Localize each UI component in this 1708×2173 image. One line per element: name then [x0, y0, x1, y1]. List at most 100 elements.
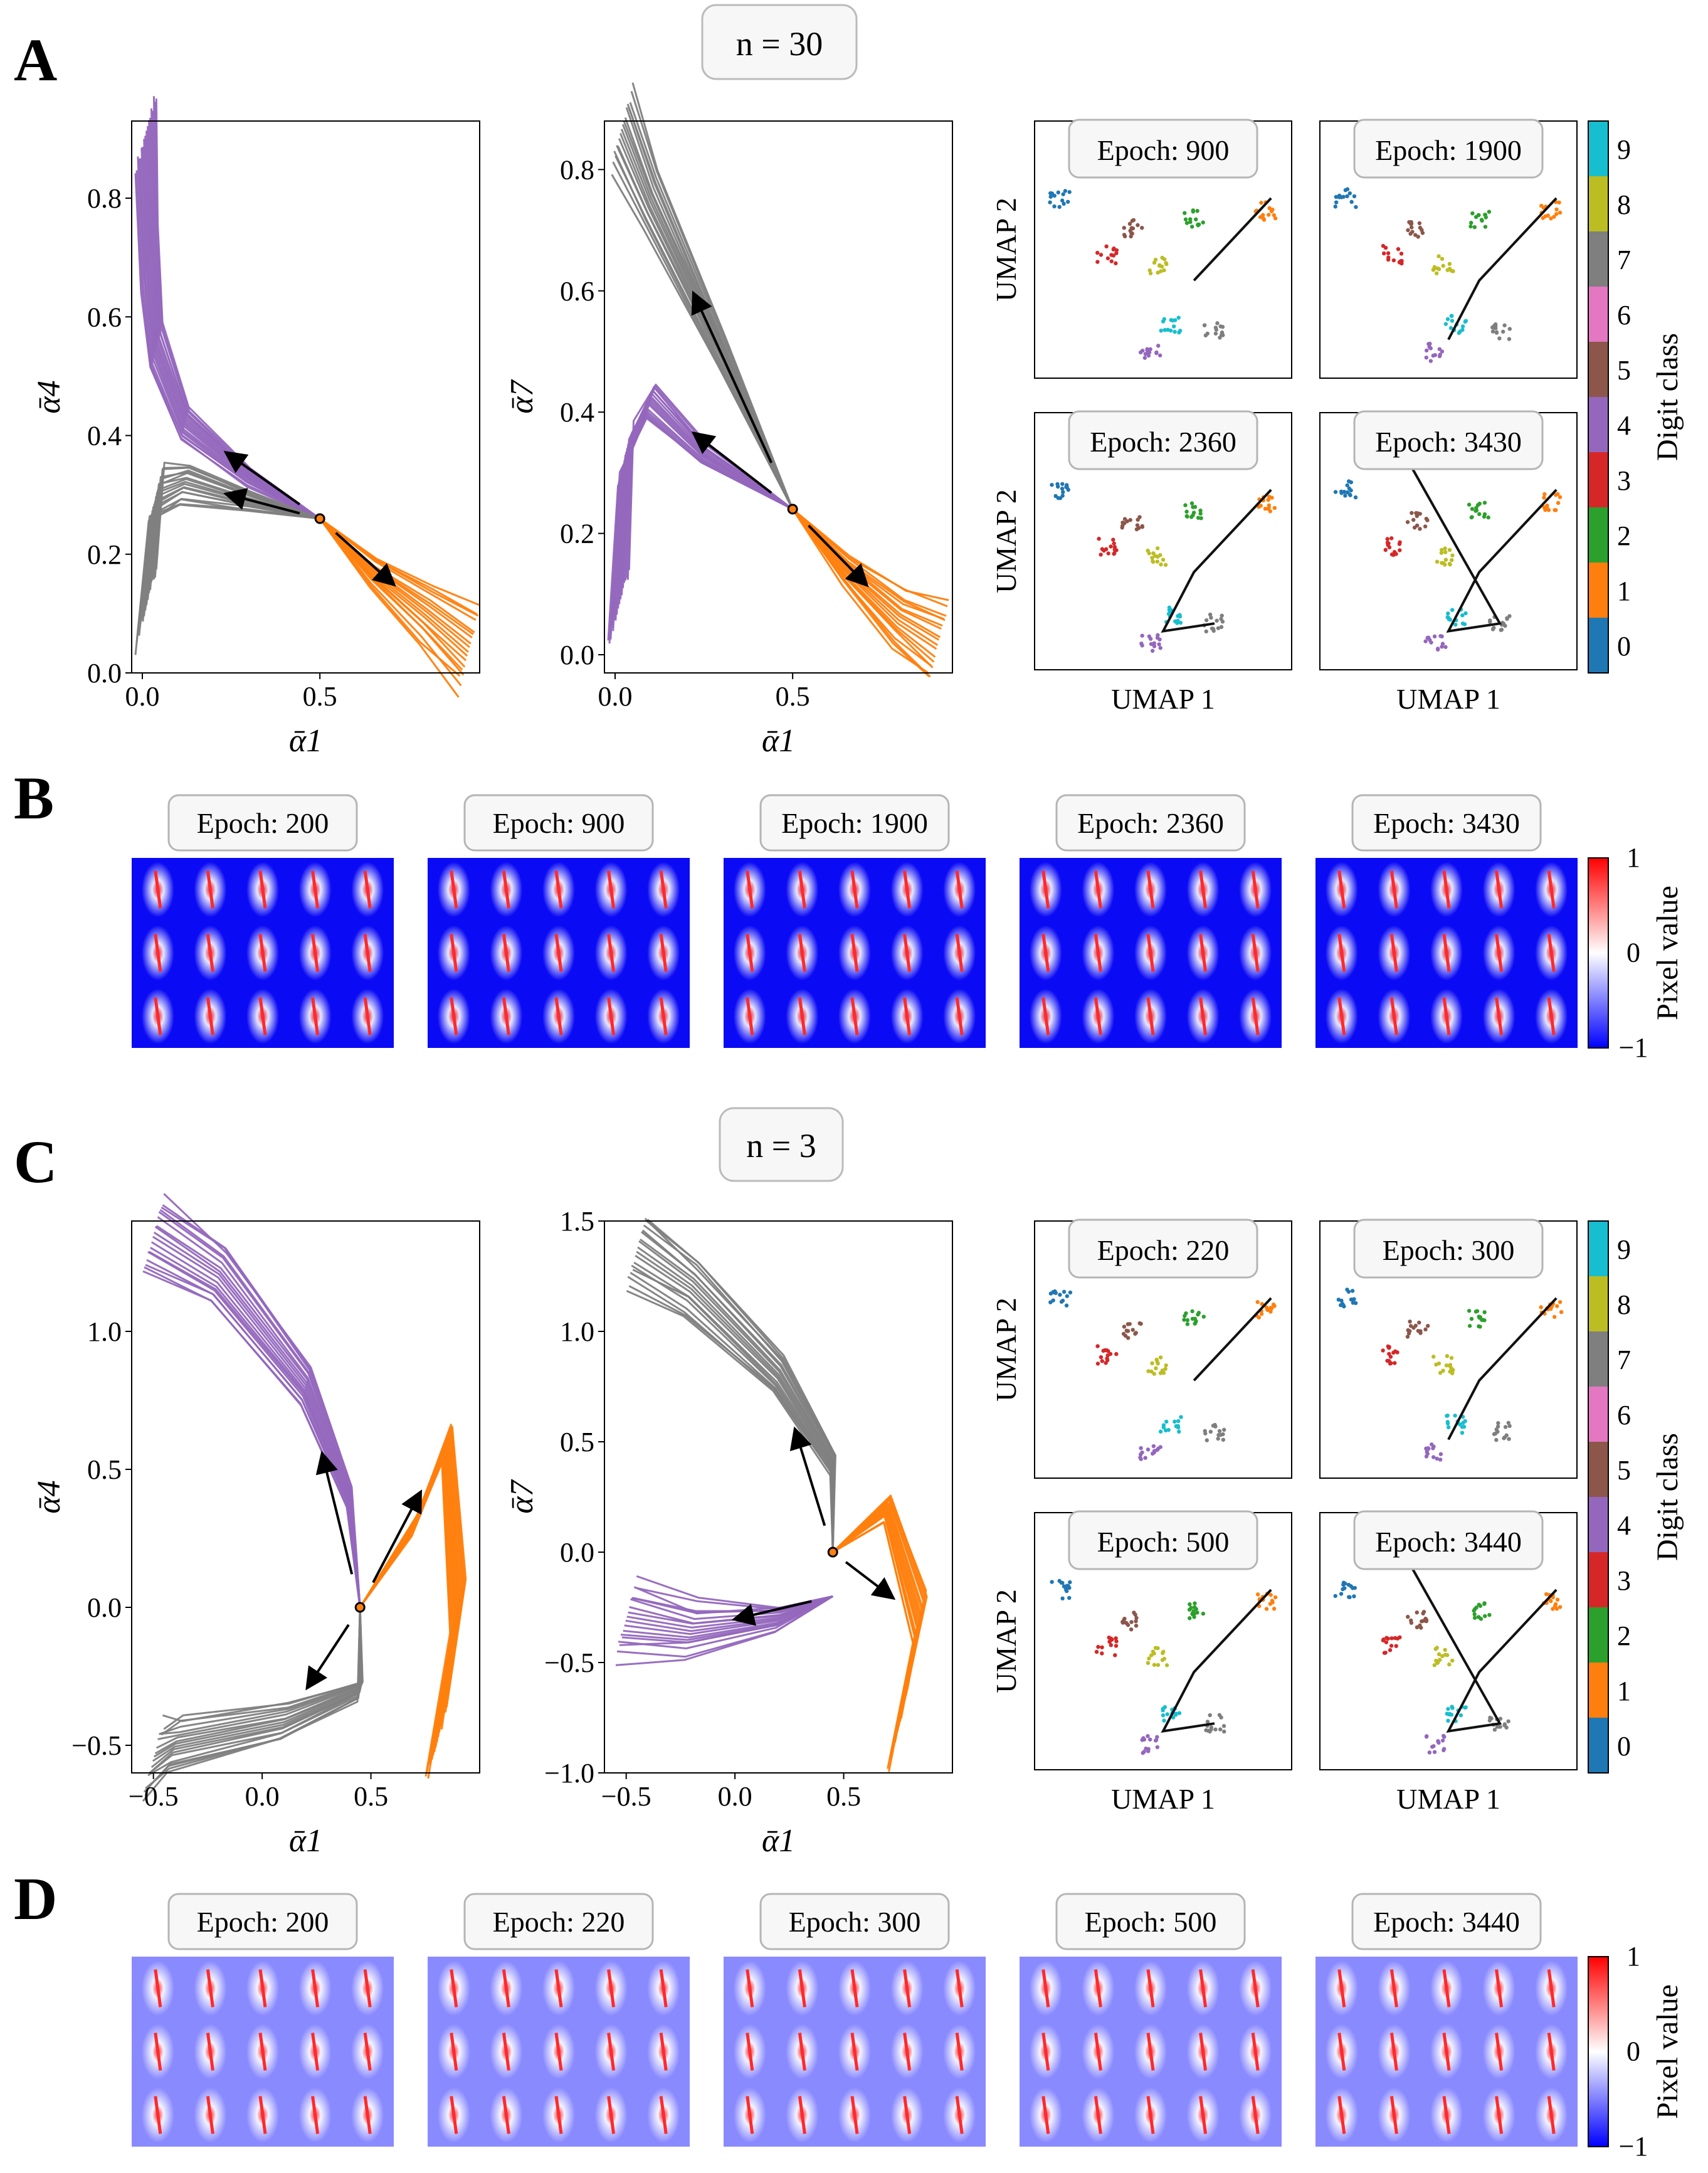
digit-stroke: [1094, 2096, 1102, 2134]
umap-point: [1337, 195, 1342, 199]
umap-point: [1150, 556, 1154, 560]
umap-point: [1100, 547, 1105, 551]
umap-point: [1190, 1309, 1194, 1314]
umap-point: [1122, 1324, 1127, 1329]
digit-cluster-1: [1539, 199, 1563, 221]
trajectory-line: [644, 1217, 836, 1553]
umap-point: [1449, 1356, 1454, 1360]
umap-point: [1381, 251, 1386, 256]
umap-point: [1176, 315, 1181, 320]
umap-point: [1445, 1413, 1450, 1418]
umap-point: [1435, 647, 1440, 652]
umap-point: [1438, 1370, 1443, 1375]
umap-point: [1140, 643, 1144, 648]
umap-point: [1215, 321, 1220, 325]
digit-stroke: [850, 2096, 859, 2134]
colorbar-tick-label: 3: [1617, 465, 1631, 496]
y-axis-label: ᾱ4: [31, 380, 67, 413]
umap-point: [1257, 505, 1261, 509]
start-point: [827, 1546, 838, 1558]
umap-point: [1410, 225, 1414, 230]
umap-point: [1164, 1663, 1169, 1668]
panel-label-c: C: [14, 1128, 57, 1195]
umap-point: [1423, 639, 1428, 643]
trajectory-line: [626, 384, 794, 580]
x-axis-label: ᾱ1: [289, 1823, 322, 1859]
umap-point: [1460, 1430, 1465, 1435]
epoch-box-bg: [463, 1893, 654, 1950]
epoch-box-bg: [1351, 794, 1542, 852]
umap-point: [1123, 1333, 1128, 1338]
umap-grid-c: Epoch: 220 UMAP 2 Epoch: 300 Epoch: 500 UMAP…: [990, 1219, 1578, 1815]
digit-stroke: [746, 997, 754, 1035]
digit-cluster-0: [1336, 1287, 1358, 1309]
digit-cluster-8: [1431, 254, 1455, 276]
umap-point: [1105, 256, 1110, 261]
digit-stroke: [1094, 997, 1102, 1035]
umap-panel: Epoch: 220 UMAP 2: [990, 1219, 1292, 1479]
umap-point: [1261, 216, 1266, 221]
umap-point: [1417, 1320, 1421, 1325]
trajectory-line: [628, 383, 794, 571]
umap-point: [1558, 1605, 1563, 1609]
digit-stroke: [554, 997, 563, 1035]
umap-point: [1122, 226, 1126, 230]
digit-stroke: [1547, 934, 1556, 972]
umap-point: [1048, 194, 1053, 199]
epoch-label-box: Epoch: 900: [1068, 119, 1258, 179]
umap-point: [1205, 1438, 1209, 1442]
umap-point: [1188, 1602, 1192, 1607]
umap-point: [1260, 213, 1265, 218]
umap-point: [1148, 347, 1152, 352]
digit-stroke: [903, 1969, 912, 2007]
digit-stroke: [1495, 2096, 1504, 2134]
umap-point: [1272, 213, 1276, 218]
colorbar-segment-2: [1588, 507, 1608, 563]
umap-point: [1142, 1749, 1146, 1754]
series-gray: [626, 1217, 836, 1553]
umap-point: [1137, 526, 1141, 531]
digit-cluster-5: [1120, 1610, 1139, 1632]
umap-point: [1463, 1705, 1468, 1710]
y-tick-label: 0.8: [560, 154, 594, 185]
umap-point: [1333, 1594, 1337, 1599]
plot-frame: [604, 1220, 953, 1774]
umap-point: [1494, 1437, 1499, 1442]
digit-stroke: [154, 870, 162, 909]
umap-point: [1351, 1301, 1356, 1305]
pixel-colorbar-tick: 0: [1626, 938, 1640, 968]
umap-point: [1470, 211, 1475, 216]
digit-stroke: [1199, 2033, 1208, 2071]
umap-point: [1129, 226, 1134, 230]
umap-point: [1131, 1328, 1135, 1332]
digit-cluster-8: [1435, 546, 1455, 567]
umap-point: [1161, 319, 1166, 324]
umap-point: [1109, 544, 1113, 549]
umap-point: [1443, 645, 1448, 649]
umap-point: [1450, 558, 1454, 563]
digit-stroke: [607, 870, 616, 909]
umap-panel: Epoch: 3430 UMAP 1: [1319, 410, 1578, 715]
digit-stroke: [1251, 2033, 1260, 2071]
umap-point: [1264, 1607, 1269, 1611]
digit-stroke: [206, 2096, 214, 2134]
colorbar-tick-label: 0: [1617, 1731, 1631, 1762]
umap-point: [1349, 480, 1354, 485]
umap-point: [1474, 1605, 1479, 1610]
umap-point: [1424, 1619, 1428, 1624]
umap-point: [1100, 1645, 1104, 1649]
colorbar-segment-6: [1588, 1387, 1608, 1442]
direction-arrow: [845, 1561, 896, 1600]
digit-stroke: [903, 2033, 912, 2071]
digit-stroke: [659, 2096, 668, 2134]
umap-point: [1438, 1457, 1443, 1462]
umap-point: [1100, 1651, 1104, 1656]
umap-point: [1442, 1748, 1446, 1753]
digit-cluster-2: [1187, 1601, 1206, 1620]
digit-cluster-2: [1182, 1309, 1206, 1326]
image-panel: Epoch: 3430: [1315, 794, 1578, 1048]
trajectory-line: [150, 1607, 361, 1769]
trajectory-line: [137, 498, 320, 631]
umap-point: [1386, 1636, 1390, 1641]
umap-point: [1255, 1300, 1260, 1304]
